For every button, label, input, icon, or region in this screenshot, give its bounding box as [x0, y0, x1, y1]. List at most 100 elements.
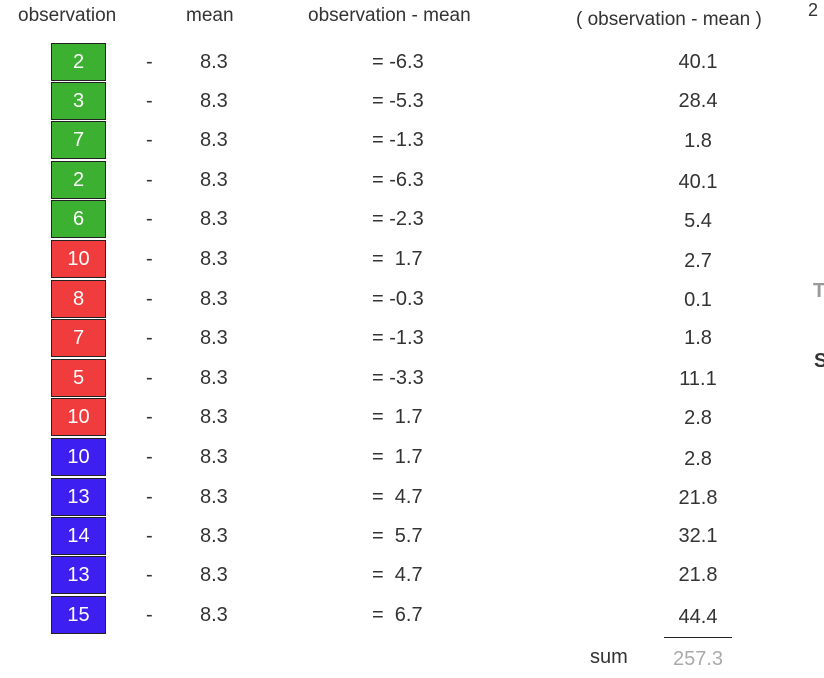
- mean-cell: 8.3: [200, 525, 228, 547]
- squared-cell: 21.8: [678, 487, 718, 509]
- difference-cell: = -6.3: [372, 169, 424, 191]
- mean-cell: 8.3: [200, 51, 228, 73]
- table-row: 7 - 8.3 = -1.3 1.8: [0, 319, 824, 358]
- mean-cell: 8.3: [200, 248, 228, 270]
- observation-cell: 5: [51, 359, 106, 397]
- table-row: 6 - 8.3 = -2.3 5.4: [0, 200, 824, 239]
- minus-sign: -: [146, 406, 153, 428]
- observation-cell: 14: [51, 517, 106, 555]
- difference-cell: = 1.7: [372, 248, 423, 270]
- observation-cell: 10: [51, 398, 106, 436]
- mean-cell: 8.3: [200, 406, 228, 428]
- difference-cell: = 4.7: [372, 486, 423, 508]
- squared-cell: 2.7: [684, 250, 712, 272]
- mean-cell: 8.3: [200, 446, 228, 468]
- difference-cell: = -6.3: [372, 51, 424, 73]
- observation-cell: 7: [51, 319, 106, 357]
- table-row: 10 - 8.3 = 1.7 2.8: [0, 438, 824, 477]
- mean-cell: 8.3: [200, 327, 228, 349]
- minus-sign: -: [146, 169, 153, 191]
- difference-cell: = -2.3: [372, 208, 424, 230]
- table-row: 5 - 8.3 = -3.3 11.1: [0, 359, 824, 398]
- minus-sign: -: [146, 564, 153, 586]
- minus-sign: -: [146, 129, 153, 151]
- mean-cell: 8.3: [200, 367, 228, 389]
- table-row: 13 - 8.3 = 4.7 21.8: [0, 556, 824, 595]
- sum-rule: [664, 637, 732, 638]
- minus-sign: -: [146, 51, 153, 73]
- squared-cell: 28.4: [678, 90, 718, 112]
- table-row: 8 - 8.3 = -0.3 0.1: [0, 280, 824, 319]
- squared-cell: 32.1: [678, 525, 718, 547]
- difference-cell: = 1.7: [372, 446, 423, 468]
- cropped-text-s: S: [814, 350, 824, 372]
- table-row: 2 - 8.3 = -6.3 40.1: [0, 161, 824, 200]
- mean-cell: 8.3: [200, 208, 228, 230]
- table-row: 2 - 8.3 = -6.3 40.1: [0, 43, 824, 82]
- table-row: 10 - 8.3 = 1.7 2.8: [0, 398, 824, 437]
- difference-cell: = -1.3: [372, 327, 424, 349]
- table-row: 7 - 8.3 = -1.3 1.8: [0, 121, 824, 160]
- squared-cell: 40.1: [678, 51, 718, 73]
- squared-cell: 1.8: [684, 130, 712, 152]
- mean-cell: 8.3: [200, 604, 228, 626]
- minus-sign: -: [146, 208, 153, 230]
- observation-cell: 13: [51, 556, 106, 594]
- observation-cell: 2: [51, 161, 106, 199]
- table-row: 3 - 8.3 = -5.3 28.4: [0, 82, 824, 121]
- observation-cell: 7: [51, 121, 106, 159]
- minus-sign: -: [146, 248, 153, 270]
- minus-sign: -: [146, 327, 153, 349]
- difference-cell: = -3.3: [372, 367, 424, 389]
- observation-cell: 6: [51, 200, 106, 238]
- difference-cell: = 6.7: [372, 604, 423, 626]
- table-row: 15 - 8.3 = 6.7 44.4: [0, 596, 824, 635]
- table-row: 14 - 8.3 = 5.7 32.1: [0, 517, 824, 556]
- squared-cell: 0.1: [684, 289, 712, 311]
- minus-sign: -: [146, 367, 153, 389]
- minus-sign: -: [146, 90, 153, 112]
- difference-cell: = 1.7: [372, 406, 423, 428]
- sum-label: sum: [590, 646, 628, 668]
- mean-cell: 8.3: [200, 90, 228, 112]
- mean-cell: 8.3: [200, 288, 228, 310]
- squared-cell: 1.8: [684, 327, 712, 349]
- difference-cell: = 5.7: [372, 525, 423, 547]
- cropped-text-t: T: [813, 280, 824, 302]
- observation-cell: 3: [51, 82, 106, 120]
- sum-value: 257.3: [672, 648, 724, 670]
- minus-sign: -: [146, 604, 153, 626]
- table-row: 13 - 8.3 = 4.7 21.8: [0, 478, 824, 517]
- squared-cell: 40.1: [678, 171, 718, 193]
- squared-cell: 21.8: [678, 564, 718, 586]
- header-difference: observation - mean: [308, 5, 471, 26]
- squared-cell: 11.1: [679, 368, 717, 390]
- squared-cell: 5.4: [684, 210, 712, 232]
- mean-cell: 8.3: [200, 169, 228, 191]
- difference-cell: = 4.7: [372, 564, 423, 586]
- observation-cell: 10: [51, 240, 106, 278]
- squared-cell: 44.4: [678, 606, 718, 628]
- minus-sign: -: [146, 288, 153, 310]
- squared-cell: 2.8: [684, 448, 712, 470]
- difference-cell: = -0.3: [372, 288, 424, 310]
- squared-cell: 2.8: [684, 407, 712, 429]
- observation-cell: 13: [51, 478, 106, 516]
- difference-cell: = -5.3: [372, 90, 424, 112]
- minus-sign: -: [146, 446, 153, 468]
- table-row: 10 - 8.3 = 1.7 2.7: [0, 240, 824, 279]
- observation-cell: 15: [51, 596, 106, 634]
- mean-cell: 8.3: [200, 486, 228, 508]
- observation-cell: 10: [51, 438, 106, 476]
- observation-cell: 8: [51, 280, 106, 318]
- mean-cell: 8.3: [200, 129, 228, 151]
- header-squared-exponent: 2: [808, 0, 819, 20]
- header-observation: observation: [18, 5, 117, 26]
- minus-sign: -: [146, 525, 153, 547]
- minus-sign: -: [146, 486, 153, 508]
- difference-cell: = -1.3: [372, 129, 424, 151]
- mean-cell: 8.3: [200, 564, 228, 586]
- header-mean: mean: [186, 5, 234, 26]
- header-squared: ( observation - mean ): [576, 9, 762, 30]
- observation-cell: 2: [51, 43, 106, 81]
